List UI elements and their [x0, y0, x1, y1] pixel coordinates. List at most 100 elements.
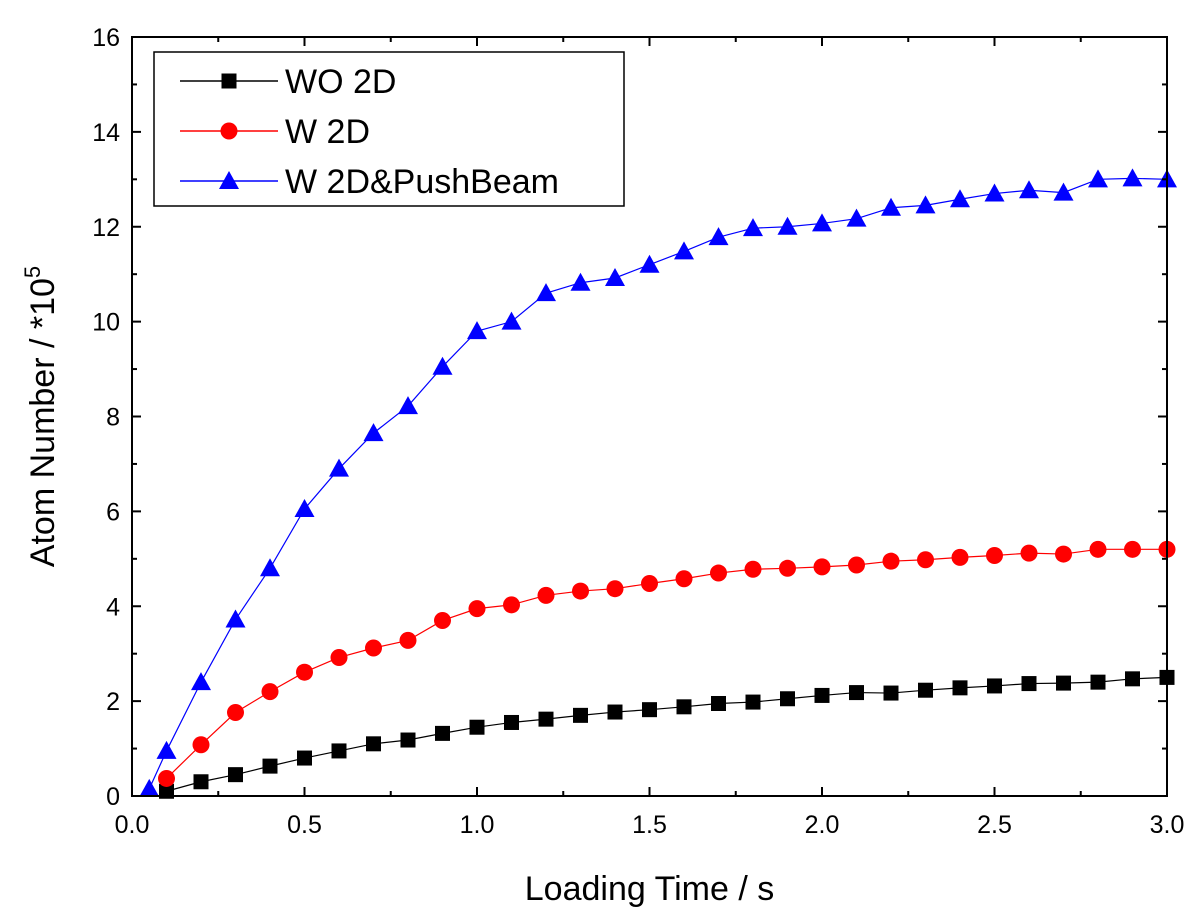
x-tick-label: 0.5	[287, 811, 322, 839]
data-point-circle	[296, 663, 313, 681]
data-point-square	[228, 767, 243, 783]
data-point-triangle	[329, 458, 349, 477]
data-point-square	[469, 719, 485, 735]
data-point-triangle	[156, 740, 177, 759]
x-tick-label: 2.0	[805, 811, 840, 839]
data-point-circle	[882, 552, 900, 570]
legend-label: W 2D	[285, 113, 370, 151]
data-point-square	[1021, 676, 1037, 692]
data-point-circle	[261, 683, 279, 701]
y-tick-label: 8	[106, 404, 120, 432]
data-point-square	[193, 774, 209, 790]
data-point-square	[745, 694, 761, 710]
x-tick-label: 3.0	[1150, 811, 1185, 839]
series-triangle	[139, 168, 1177, 797]
data-point-triangle	[1122, 168, 1143, 187]
data-point-circle	[503, 596, 520, 614]
y-tick-label: 6	[106, 498, 120, 526]
y-axis-title-superscript: 5	[20, 266, 45, 278]
data-point-triangle	[363, 423, 384, 442]
data-point-square	[711, 695, 726, 711]
data-point-circle	[399, 631, 417, 649]
data-point-triangle	[260, 558, 280, 577]
legend-label: W 2D&PushBeam	[285, 163, 559, 201]
y-tick-label: 16	[92, 24, 120, 52]
data-point-triangle	[501, 311, 522, 330]
data-point-triangle	[812, 213, 832, 232]
data-point-circle	[1124, 540, 1141, 558]
data-point-triangle	[915, 195, 936, 214]
axis-ticks: 0.0 0.5 1.0 1.5 2.0 2.5 3.0 0 2 4 6 8 10 12 14 16	[92, 24, 1184, 839]
data-point-circle	[675, 570, 693, 588]
data-point-square	[607, 704, 623, 720]
data-point-circle	[917, 551, 934, 569]
y-axis-title-main: Atom Number / *10	[24, 278, 62, 567]
data-point-circle	[951, 548, 969, 566]
data-point-circle	[192, 736, 210, 754]
data-point-triangle	[984, 183, 1005, 202]
series-layer	[139, 168, 1177, 799]
legend-marker-square	[221, 73, 237, 89]
legend-label: WO 2D	[285, 63, 396, 101]
data-point-triangle	[674, 241, 694, 260]
data-point-circle	[1089, 540, 1107, 558]
y-tick-label: 2	[106, 688, 120, 716]
data-point-square	[331, 743, 347, 759]
data-point-square	[676, 699, 692, 715]
data-point-square	[297, 750, 312, 766]
data-point-circle	[848, 556, 865, 574]
data-point-circle	[572, 582, 589, 600]
data-point-triangle	[467, 321, 487, 340]
series-line	[166, 548, 1167, 779]
data-point-square	[1090, 674, 1106, 690]
data-point-circle	[1055, 545, 1072, 563]
data-point-circle	[986, 546, 1003, 564]
data-point-triangle	[570, 272, 591, 291]
y-axis-title: Atom Number / *105	[20, 266, 62, 567]
data-point-circle	[710, 564, 727, 582]
data-point-triangle	[191, 672, 211, 691]
data-point-circle	[434, 611, 451, 629]
data-point-triangle	[605, 267, 625, 286]
data-point-triangle	[1019, 180, 1039, 199]
legend: WO 2D W 2D W 2D&PushBeam	[153, 51, 625, 207]
data-point-square	[987, 678, 1002, 694]
data-point-square	[538, 711, 554, 727]
data-point-square	[1056, 675, 1071, 691]
y-tick-label: 12	[92, 214, 120, 242]
data-point-triangle	[398, 396, 418, 415]
data-point-circle	[330, 648, 348, 666]
data-point-circle	[744, 560, 762, 578]
x-tick-label: 2.5	[977, 811, 1012, 839]
data-point-square	[883, 685, 899, 701]
data-point-triangle	[846, 208, 867, 227]
x-tick-label: 1.5	[632, 811, 667, 839]
series-circle	[158, 540, 1176, 787]
data-point-square	[918, 682, 933, 698]
x-tick-label: 0.0	[115, 811, 150, 839]
data-point-triangle	[708, 227, 729, 246]
data-point-square	[400, 732, 416, 748]
data-point-circle	[779, 559, 796, 577]
data-point-circle	[641, 574, 658, 592]
data-point-triangle	[432, 356, 453, 375]
data-point-triangle	[777, 216, 798, 235]
data-point-triangle	[1053, 182, 1074, 201]
y-tick-label: 14	[92, 119, 120, 147]
data-point-circle	[813, 558, 831, 576]
data-point-triangle	[225, 609, 246, 628]
data-point-triangle	[536, 283, 556, 302]
legend-marker-circle	[220, 122, 238, 140]
data-point-square	[1125, 671, 1140, 687]
data-point-triangle	[139, 778, 160, 797]
series-square	[159, 669, 1175, 799]
data-point-square	[642, 702, 657, 718]
series-line	[148, 177, 1168, 790]
data-point-square	[435, 725, 450, 741]
data-point-square	[849, 685, 864, 701]
y-tick-label: 0	[106, 783, 120, 811]
data-point-square	[573, 707, 588, 723]
x-axis-title: Loading Time / s	[525, 870, 774, 908]
data-point-circle	[365, 639, 382, 657]
